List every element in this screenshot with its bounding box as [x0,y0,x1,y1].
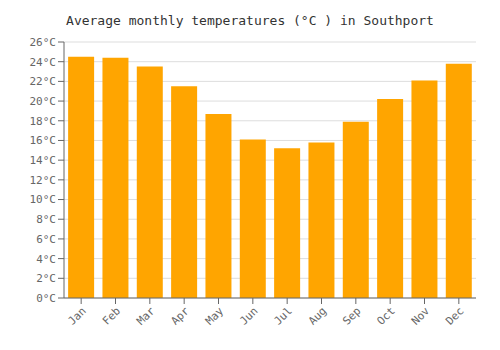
svg-text:Jun: Jun [237,304,260,327]
svg-text:20°C: 20°C [30,95,57,108]
svg-text:4°C: 4°C [36,253,56,266]
svg-text:10°C: 10°C [30,193,57,206]
svg-text:0°C: 0°C [36,292,56,305]
svg-text:Aug: Aug [306,304,329,327]
svg-text:Apr: Apr [169,304,193,328]
svg-text:12°C: 12°C [30,174,57,187]
svg-text:Nov: Nov [409,304,433,328]
svg-text:Jan: Jan [66,304,89,327]
html-text:Average monthly temperatures (: Average monthly temperatures (°C ) in So… [66,13,434,28]
svg-text:Mar: Mar [134,304,158,328]
svg-text:Oct: Oct [375,304,398,327]
svg-text:May: May [203,304,227,328]
svg-text:14°C: 14°C [30,154,57,167]
svg-text:26°C: 26°C [30,36,57,49]
svg-text:24°C: 24°C [30,56,57,69]
svg-text:Jul: Jul [272,304,295,327]
svg-text:6°C: 6°C [36,233,56,246]
svg-text:Feb: Feb [100,304,123,327]
svg-text:Dec: Dec [443,304,466,327]
svg-text:Sep: Sep [340,304,363,327]
svg-text:16°C: 16°C [30,134,57,147]
svg-text:8°C: 8°C [36,213,56,226]
svg-text:22°C: 22°C [30,75,57,88]
svg-text:18°C: 18°C [30,115,57,128]
svg-text:2°C: 2°C [36,272,56,285]
